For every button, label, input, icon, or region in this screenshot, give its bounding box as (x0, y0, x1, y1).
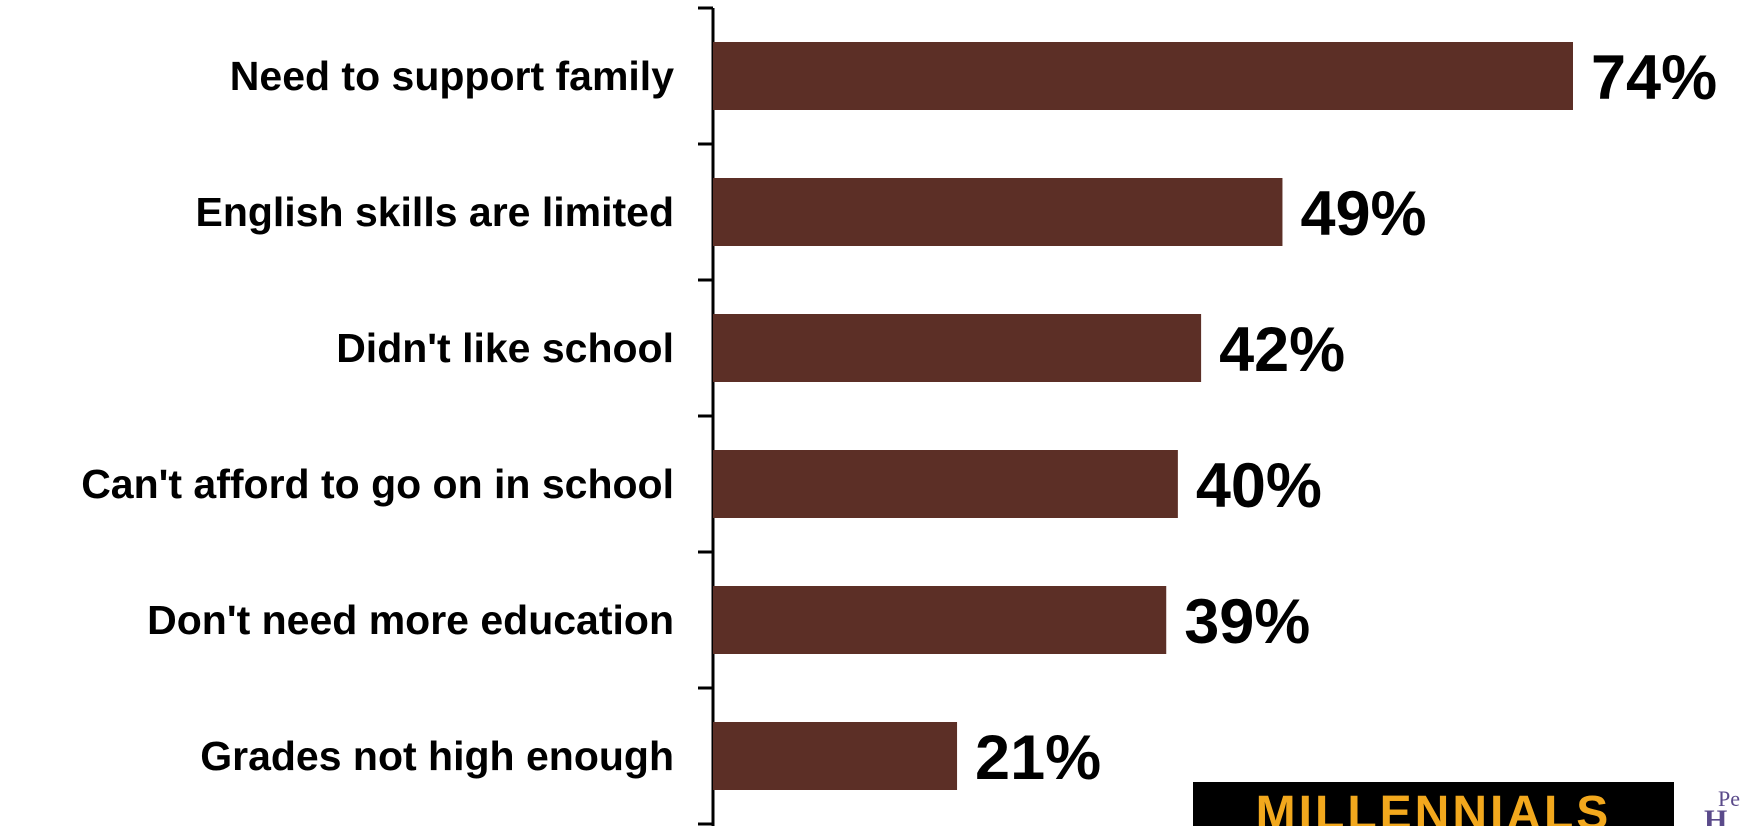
category-labels: Need to support family English skills are… (81, 53, 674, 779)
value-label: 74% (1591, 43, 1717, 113)
pew-logo-top-text: Pe (1718, 788, 1740, 811)
y-axis-ticks (698, 6, 713, 826)
pew-logo-bottom-text: H (1704, 804, 1728, 826)
bar (713, 178, 1283, 246)
category-label: English skills are limited (195, 189, 674, 235)
value-label: 39% (1184, 587, 1310, 657)
value-label: 21% (975, 723, 1101, 793)
bar (713, 42, 1573, 110)
value-labels: 74% 49% 42% 40% 39% 21% (975, 43, 1717, 793)
category-label: Grades not high enough (200, 733, 674, 779)
category-label: Didn't like school (336, 325, 674, 371)
category-label: Need to support family (230, 53, 674, 99)
bar (713, 586, 1167, 654)
value-label: 49% (1300, 179, 1426, 249)
bar (713, 314, 1202, 382)
pew-logo: Pe H (1704, 788, 1742, 826)
category-label: Don't need more education (147, 597, 674, 643)
millennials-logo: MILLENNIALS (1193, 782, 1674, 826)
millennials-logo-text: MILLENNIALS (1255, 787, 1612, 826)
bars-group (713, 42, 1573, 790)
category-label: Can't afford to go on in school (81, 461, 674, 507)
value-label: 42% (1219, 315, 1345, 385)
value-label: 40% (1196, 451, 1322, 521)
bar (713, 722, 958, 790)
bar (713, 450, 1178, 518)
